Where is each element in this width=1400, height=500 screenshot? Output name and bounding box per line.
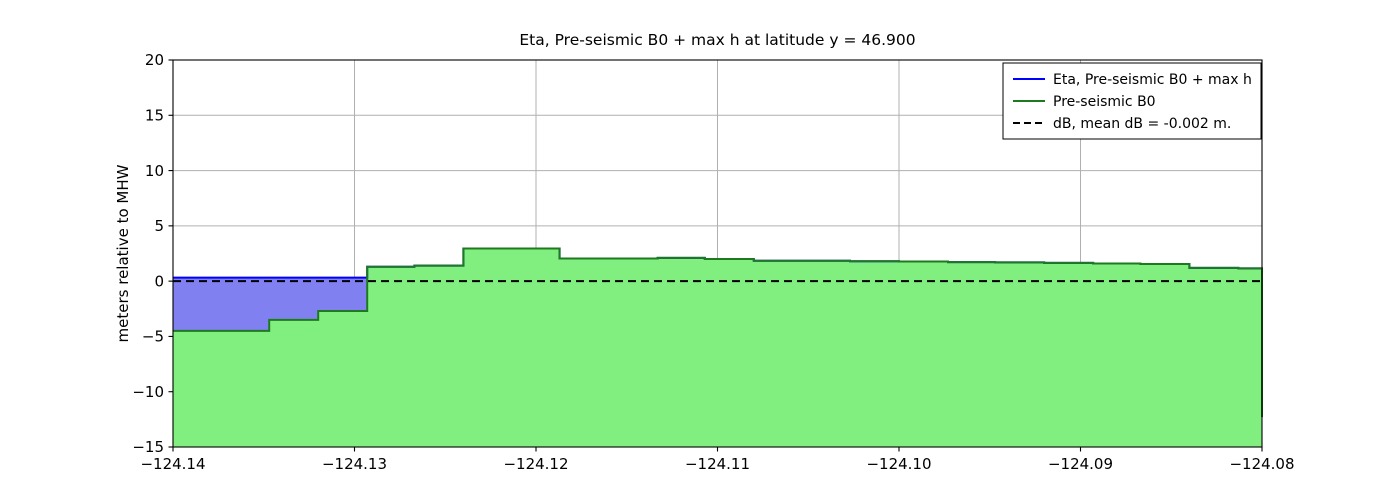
y-tick-label: 5: [154, 217, 164, 235]
legend-label-1: Eta, Pre-seismic B0 + max h: [1053, 72, 1252, 88]
x-tick-label: −124.09: [1048, 455, 1113, 473]
x-tick-label: −124.10: [866, 455, 931, 473]
y-axis-label: meters relative to MHW: [114, 164, 132, 342]
y-tick-label: 20: [145, 51, 164, 69]
y-tick-label: 15: [145, 106, 164, 124]
x-tick-label: −124.08: [1229, 455, 1294, 473]
y-tick-label: −10: [132, 383, 164, 401]
legend-label-3: dB, mean dB = -0.002 m.: [1053, 116, 1231, 132]
x-tick-label: −124.14: [140, 455, 205, 473]
area-fills: [173, 248, 1262, 447]
y-tick-label: 0: [154, 272, 164, 290]
legend-box: [1002, 62, 1262, 140]
axis-ticks: −15 −10 −5 0 5 10 15 20 −124.14 −124.13 −124.12 −12…: [132, 51, 1294, 473]
chart-title: Eta, Pre-seismic B0 + max h at latitude …: [519, 31, 915, 49]
chart-legend[interactable]: Eta, Pre-seismic B0 + max h Pre-seismic B…: [1002, 62, 1262, 140]
y-tick-label: −5: [142, 328, 164, 346]
y-tick-label: 10: [145, 162, 164, 180]
legend-label-2: Pre-seismic B0: [1053, 94, 1156, 110]
x-tick-label: −124.11: [685, 455, 750, 473]
y-tick-label: −15: [132, 438, 164, 456]
x-tick-label: −124.13: [322, 455, 387, 473]
x-tick-label: −124.12: [503, 455, 568, 473]
